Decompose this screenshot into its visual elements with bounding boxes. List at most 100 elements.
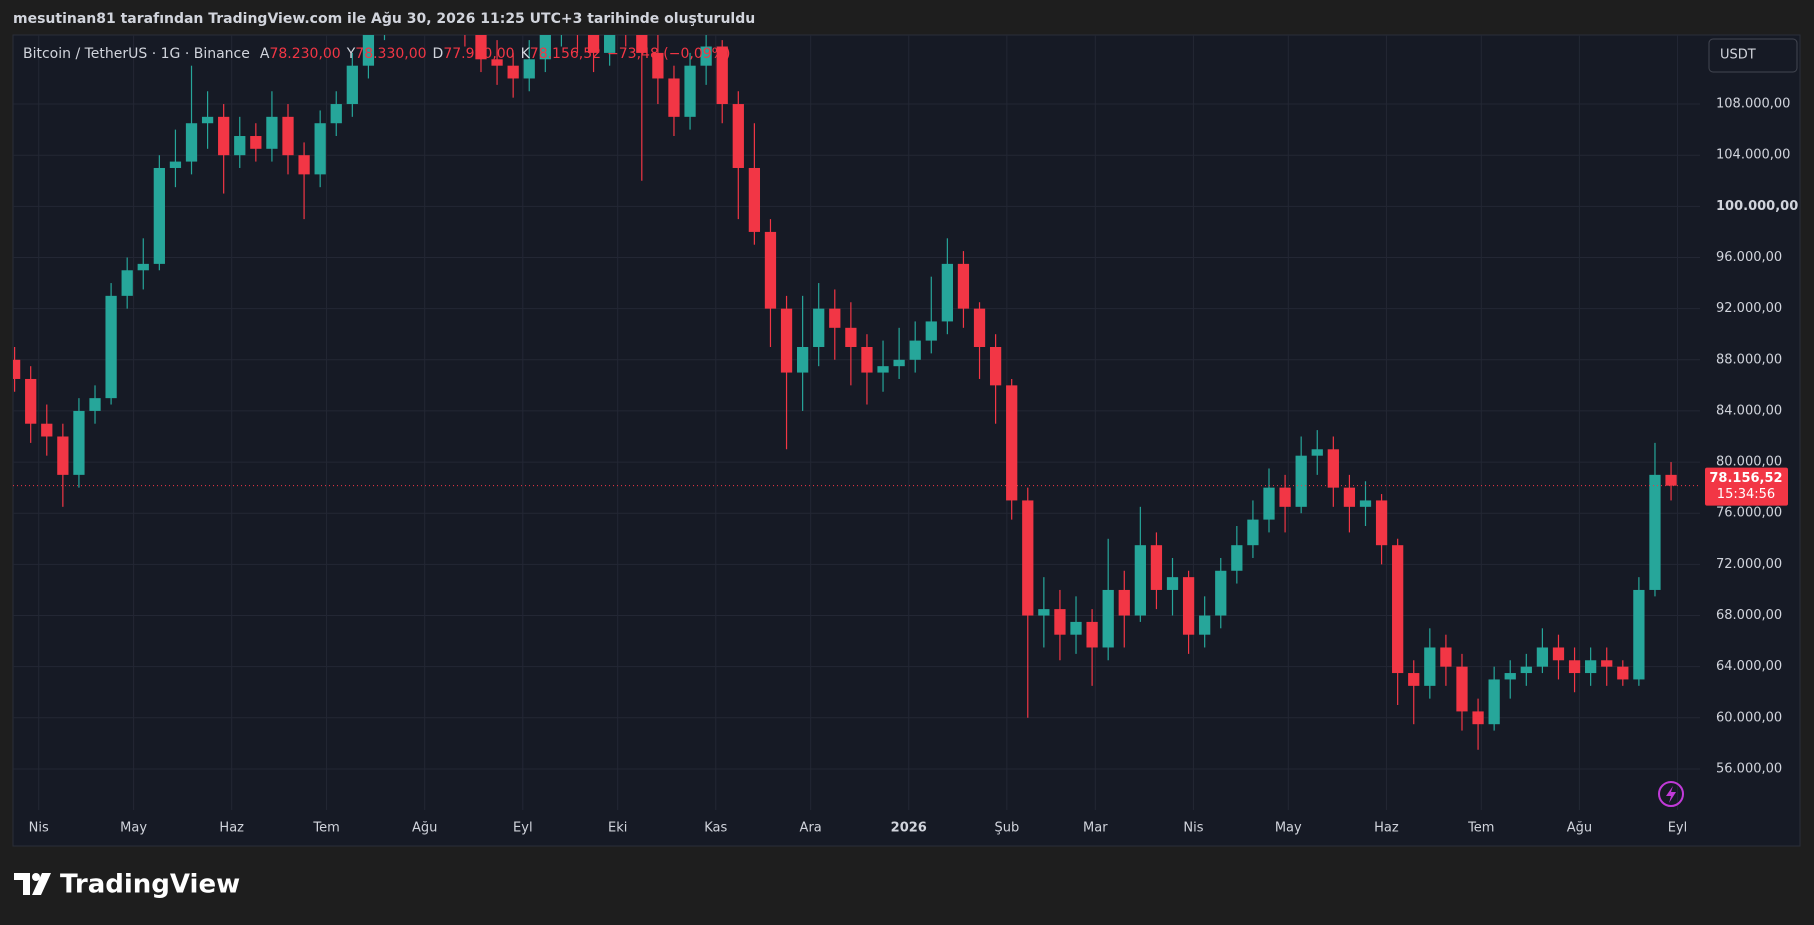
candle-body [748, 167, 761, 232]
y-tick-label: 92.000,00 [1716, 301, 1782, 316]
ohlc-key: D [433, 46, 444, 62]
candle-body [539, 35, 551, 60]
logo-part [32, 873, 40, 881]
candle-body [1536, 647, 1549, 667]
candle-body [636, 35, 648, 53]
candle-body [845, 327, 857, 347]
chart-panel [12, 34, 1801, 847]
candle-body [1102, 589, 1114, 648]
grid [13, 35, 1700, 810]
x-tick-label: Ara [800, 821, 822, 836]
candle-body [185, 123, 198, 162]
candle-body [13, 359, 21, 379]
x-tick-label: Şub [994, 821, 1019, 836]
candle-body [218, 116, 230, 156]
y-tick-label: 64.000,00 [1716, 659, 1782, 674]
candle-body [1215, 570, 1227, 616]
candle-body [362, 35, 375, 66]
candle-body [1585, 660, 1597, 674]
ohlc-value: 78.230,00 [269, 46, 340, 62]
x-tick-label: Tem [1467, 821, 1494, 836]
x-tick-label: Ağu [1567, 821, 1592, 836]
candle-body [1601, 660, 1613, 667]
candle-body [1006, 385, 1018, 501]
y-tick-label: 76.000,00 [1716, 506, 1782, 521]
logo-part [32, 873, 51, 895]
candle-body [1295, 455, 1307, 507]
candle-body [604, 35, 616, 53]
candles [13, 35, 1677, 750]
y-tick-label: 60.000,00 [1716, 710, 1782, 725]
change: −73,48 (−0,09%) [607, 46, 730, 62]
candle-body [25, 378, 37, 424]
candle-body [989, 346, 1002, 386]
candle-body [1568, 660, 1581, 674]
x-tick-label: Eki [608, 821, 627, 836]
candle-body [700, 46, 712, 66]
candle-body [57, 436, 69, 475]
last-price-label: 78.156,52 [1709, 471, 1782, 486]
candle-body [1070, 621, 1082, 635]
candle-body [764, 231, 777, 309]
y-tick-label: 68.000,00 [1716, 608, 1782, 623]
candle-body [1633, 589, 1645, 680]
x-tick-label: Haz [219, 821, 244, 836]
y-tick-label: 72.000,00 [1716, 557, 1782, 572]
candle-body [1327, 449, 1339, 488]
candle-body [1150, 545, 1163, 590]
x-tick-label: Tem [312, 821, 339, 836]
y-tick-label: 88.000,00 [1716, 352, 1782, 367]
candle-body [314, 123, 326, 175]
candle-body [1199, 615, 1211, 635]
candle-body [523, 59, 535, 79]
candle-body [201, 116, 214, 124]
candle-body [1231, 545, 1243, 571]
candle-body [153, 167, 165, 264]
candle-body [250, 136, 262, 149]
y-tick-label: 100.000,00 [1716, 199, 1798, 214]
currency-label: USDT [1720, 48, 1756, 63]
candle-body [1086, 621, 1098, 648]
candle-body [780, 308, 793, 373]
alert-icon[interactable] [1658, 781, 1684, 807]
candle-body [1424, 647, 1436, 686]
x-tick-label: Kas [704, 821, 727, 836]
candle-body [877, 366, 889, 373]
currency-button[interactable] [1708, 38, 1798, 73]
candle-body [587, 35, 600, 53]
candle-body [1343, 487, 1356, 507]
x-tick-label: Mar [1083, 821, 1108, 836]
candle-body [813, 308, 825, 347]
candle-body [298, 155, 310, 175]
candle-body [973, 308, 986, 347]
candle-body [234, 136, 246, 156]
candle-body [41, 423, 53, 437]
candle-body [121, 270, 133, 296]
candle-body [716, 46, 728, 105]
last-price-box [1705, 467, 1788, 506]
axes: 56.000,00 60.000,00 64.000,00 68.000,00 72.0… [13, 97, 1798, 836]
candle-body [1520, 666, 1532, 674]
x-tick-label: Nis [29, 821, 49, 836]
y-tick-label: 108.000,00 [1716, 97, 1790, 112]
candle-body [1504, 673, 1516, 680]
x-tick-label: 2026 [891, 821, 927, 836]
ohlc-key: Y [346, 46, 356, 62]
candle-body [1166, 577, 1179, 590]
candle-body [1649, 474, 1661, 590]
candle-body [73, 410, 85, 475]
x-tick-label: May [1275, 821, 1302, 836]
candle-body [1665, 474, 1677, 486]
candle-body [282, 116, 294, 156]
x-tick-label: Eyl [1668, 821, 1688, 836]
candle-body [1472, 711, 1484, 725]
y-tick-label: 56.000,00 [1716, 761, 1782, 776]
x-tick-label: Nis [1183, 821, 1203, 836]
candle-body [475, 35, 487, 60]
candle-body [1408, 673, 1420, 686]
ohlc-value: 78.330,00 [355, 46, 426, 62]
candle-body [1054, 609, 1066, 635]
ohlc-value: 77.990,00 [443, 46, 514, 62]
candle-body [1375, 500, 1388, 546]
